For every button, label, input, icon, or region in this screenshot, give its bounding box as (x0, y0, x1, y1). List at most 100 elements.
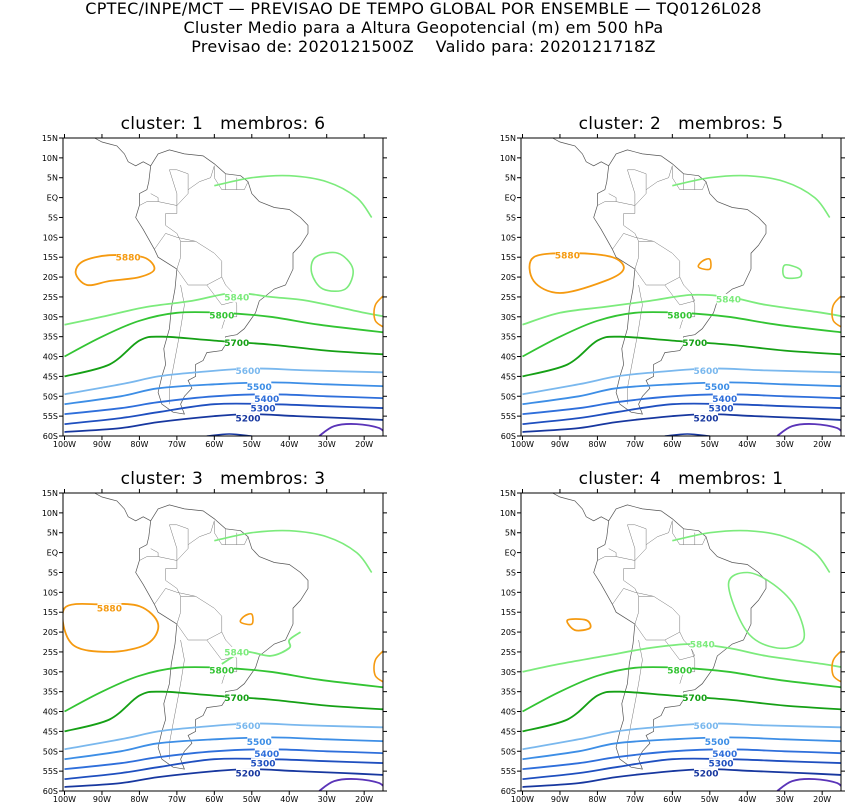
lon-tick-label: 100W (511, 440, 534, 449)
lat-tick-label: 30S (501, 668, 516, 677)
lat-tick-label: 40S (43, 353, 58, 362)
lat-tick-label: 55S (43, 767, 58, 776)
lat-tick-label: 15N (42, 489, 58, 498)
contour-5880 (566, 618, 592, 632)
lon-tick-label: 30W (318, 795, 336, 803)
contour-5400 (64, 748, 383, 770)
country-border (214, 165, 226, 190)
contour-label-5800: 5800 (667, 666, 692, 676)
lat-tick-label: 35S (501, 688, 516, 697)
lat-tick-label: 5N (505, 174, 516, 183)
contour-label-5200: 5200 (694, 770, 719, 780)
panel-4-title: cluster: 4 membros: 1 (578, 469, 784, 489)
lat-tick-label: 5N (47, 174, 58, 183)
lat-tick-label: 60S (501, 787, 516, 796)
lat-tick-label: 20S (43, 273, 58, 282)
lat-tick-label: 15S (43, 608, 58, 617)
country-border (225, 532, 238, 545)
panel-2-title: cluster: 2 membros: 5 (578, 114, 784, 134)
central-america-coastline (94, 138, 151, 167)
contour-label-5840: 5840 (224, 648, 249, 658)
contour-label-5400: 5400 (254, 750, 279, 760)
contour-label-5880: 5880 (116, 254, 141, 264)
south-america-coastline (593, 149, 767, 415)
contour-5200 (206, 433, 252, 436)
contour-label-5700: 5700 (224, 694, 249, 704)
lat-tick-label: 35S (43, 333, 58, 342)
lat-tick-label: 10S (43, 588, 58, 597)
lat-tick-label: 15S (501, 608, 516, 617)
contour-5400 (522, 748, 841, 770)
country-border (616, 524, 647, 561)
contour-label-5500: 5500 (247, 738, 272, 748)
contour-label-5300: 5300 (251, 405, 276, 415)
contour-label-5600: 5600 (236, 722, 261, 732)
lat-tick-label: 55S (501, 767, 516, 776)
country-border (683, 532, 696, 545)
lat-tick-label: 5S (48, 213, 58, 222)
lat-tick-label: 20S (501, 273, 516, 282)
lon-tick-label: 60W (663, 795, 681, 803)
lon-tick-label: 100W (53, 795, 76, 803)
lon-tick-label: 100W (511, 795, 534, 803)
contour-5700 (64, 335, 383, 378)
lon-tick-label: 80W (130, 795, 148, 803)
lon-tick-label: 70W (626, 440, 644, 449)
lat-tick-label: 10S (501, 588, 516, 597)
central-america-coastline (94, 493, 151, 522)
lon-tick-label: 90W (551, 440, 569, 449)
country-border (623, 165, 673, 242)
lat-tick-label: 10N (500, 509, 516, 518)
contour-label-5600: 5600 (236, 367, 261, 377)
lat-tick-label: 35S (43, 688, 58, 697)
contour-5200 (64, 768, 383, 788)
contour-5700 (64, 690, 383, 733)
country-border (139, 548, 159, 561)
lon-tick-label: 90W (93, 440, 111, 449)
lon-tick-label: 50W (243, 440, 261, 449)
lon-tick-label: 40W (280, 795, 298, 803)
contour-5200 (64, 413, 383, 433)
lat-tick-label: 5S (506, 213, 516, 222)
contour-label-5880: 5880 (97, 605, 122, 615)
contour-5500 (522, 381, 841, 406)
country-border (694, 181, 707, 190)
contour-5200 (522, 413, 841, 433)
country-border (694, 536, 707, 545)
lat-tick-label: 55S (43, 412, 58, 421)
contour-5840-closed (782, 264, 803, 280)
lat-tick-label: 50S (43, 392, 58, 401)
lon-tick-label: 50W (701, 795, 719, 803)
country-border (623, 520, 673, 597)
lat-tick-label: 50S (43, 747, 58, 756)
contour-5840-closed (727, 571, 806, 650)
contour-5600 (64, 367, 383, 396)
lon-tick-label: 70W (168, 440, 186, 449)
country-border (597, 548, 617, 561)
contour-5800 (522, 311, 841, 358)
lon-tick-label: 60W (205, 440, 223, 449)
south-america-coastline (135, 149, 309, 415)
contour-5880-east (373, 295, 383, 328)
country-border (672, 165, 684, 190)
country-border (679, 292, 696, 329)
contour-5300 (522, 402, 841, 425)
contour-label-5300: 5300 (251, 760, 276, 770)
lon-tick-label: 30W (776, 795, 794, 803)
contour-label-5200: 5200 (694, 415, 719, 425)
country-border (154, 233, 196, 250)
lat-tick-label: 60S (501, 432, 516, 441)
panel-frame (62, 137, 384, 437)
lon-tick-label: 100W (53, 440, 76, 449)
contour-5100 (318, 423, 383, 436)
lat-tick-label: 40S (43, 708, 58, 717)
lat-tick-label: 45S (43, 727, 58, 736)
lon-tick-label: 20W (355, 440, 373, 449)
contour-5100 (776, 778, 841, 791)
panel-1-title: cluster: 1 membros: 6 (120, 114, 326, 134)
country-border (214, 520, 226, 545)
